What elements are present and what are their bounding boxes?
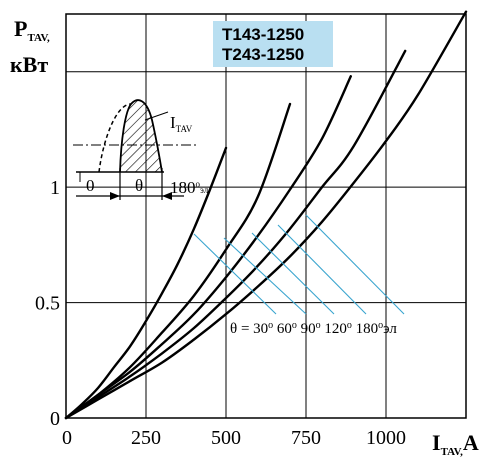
curve-180 <box>64 10 468 420</box>
x-tick-label-500: 500 <box>211 427 241 449</box>
inset-current-label: ITAV <box>170 113 193 134</box>
leader-line-30 <box>193 233 277 315</box>
curve-90 <box>64 75 352 420</box>
current-leader <box>144 111 169 121</box>
x-tick-label-750: 750 <box>291 427 321 449</box>
annotation-label-60: 60 <box>277 321 292 337</box>
curves <box>64 10 468 420</box>
plot-frame <box>65 13 467 419</box>
leader-lines <box>193 214 405 315</box>
curve-120 <box>64 49 407 420</box>
waveform-solid-part <box>119 99 163 173</box>
y-tick-label-1: 1 <box>50 177 60 199</box>
y-axis-unit: кВт <box>10 52 48 77</box>
inset-zero: 0 <box>86 176 95 195</box>
inset-angle-label: 180oэл. <box>170 178 210 197</box>
waveform-dashed-part <box>98 103 132 173</box>
x-tick-label-1000: 1000 <box>366 427 406 449</box>
waveform-inset: ITAV 0 θ 180oэл. <box>73 99 210 200</box>
annotation-theta: θ <box>230 321 237 337</box>
annotation-label-120: 120 <box>324 321 347 337</box>
y-axis-title: PTAV, <box>14 16 50 44</box>
curve-30 <box>64 146 228 420</box>
tick-labels: 0 250 500 750 1000 0 0.5 1 <box>35 177 406 449</box>
annotation-label-180: 180 <box>356 321 379 337</box>
model-label-2: T243-1250 <box>222 45 304 64</box>
inset-theta: θ <box>135 176 143 195</box>
grid <box>66 14 466 418</box>
x-axis-title: ITAV,A <box>432 430 479 458</box>
annotation-label-90: 90 <box>301 321 316 337</box>
annotation-label-30: 30 <box>253 321 268 337</box>
angle-annotation: θ = 30o 60o 90o 120o 180oэл <box>230 320 397 337</box>
model-label-1: T143-1250 <box>222 25 304 44</box>
dimension-arrow-left <box>162 192 172 200</box>
dimension-arrow-right <box>110 192 120 200</box>
x-tick-label-0: 0 <box>62 427 72 449</box>
leader-line-120 <box>277 224 367 315</box>
y-tick-label-0.5: 0.5 <box>35 293 60 315</box>
y-tick-label-0: 0 <box>50 408 60 430</box>
leader-line-60 <box>223 237 307 315</box>
leader-line-90 <box>251 232 335 315</box>
model-label-box <box>213 21 333 67</box>
x-tick-label-250: 250 <box>131 427 161 449</box>
annotation-equals: = <box>237 321 253 337</box>
leader-line-180 <box>305 214 405 315</box>
